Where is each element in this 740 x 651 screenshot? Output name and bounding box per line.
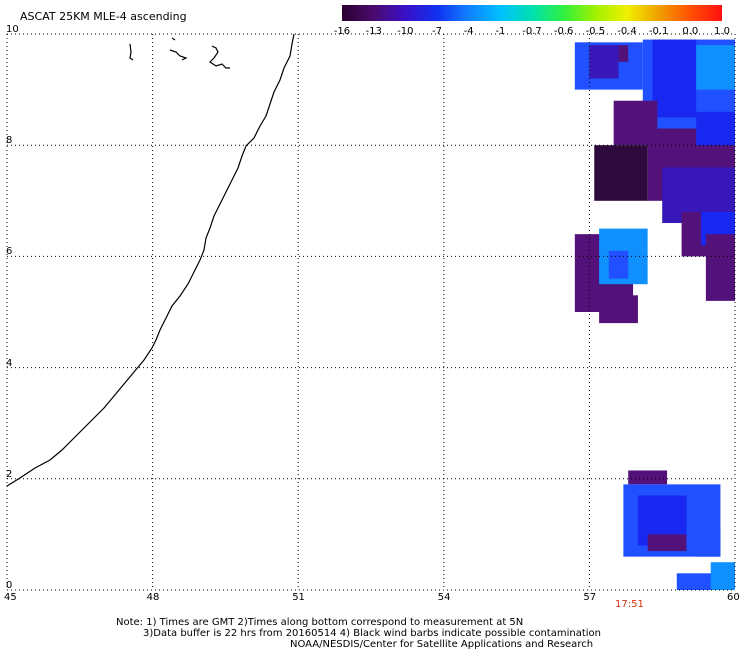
wind-cell: [710, 50, 735, 73]
grid-lines: [6, 33, 736, 591]
wind-cell: [599, 295, 638, 324]
wind-cell: [652, 39, 697, 118]
y-tick-label: 0: [6, 580, 13, 591]
coastline-main: [6, 33, 295, 487]
colorbar-label: -0.5: [585, 26, 606, 37]
colorbar-label: -0.1: [648, 26, 669, 37]
chart-title: ASCAT 25KM MLE-4 ascending: [20, 10, 187, 23]
note-line-2: 3)Data buffer is 22 hrs from 20160514 4)…: [143, 628, 601, 639]
note-line-1: Note: 1) Times are GMT 2)Times along bot…: [116, 617, 524, 628]
colorbar-label: -16: [333, 26, 351, 37]
x-tick-label: 54: [437, 592, 451, 603]
y-tick-label: 8: [6, 135, 13, 147]
colorbar-label: -10: [397, 26, 414, 37]
wind-cell: [696, 528, 721, 557]
colorbar-label: -4: [463, 26, 474, 37]
wind-cell: [696, 111, 735, 146]
colorbar-label: 1.0: [714, 26, 730, 37]
y-tick-label: 4: [6, 357, 13, 369]
wind-cell: [710, 562, 735, 590]
colorbar: [342, 5, 722, 21]
colorbar-label: 0.0: [682, 26, 699, 37]
colorbar-label: -0.6: [553, 26, 574, 37]
colorbar-label: -13: [365, 26, 382, 37]
wind-cell: [608, 250, 629, 279]
x-tick-label: 57: [583, 592, 597, 603]
colorbar-label: -7: [432, 26, 442, 37]
x-tick-label: 45: [4, 592, 17, 603]
wind-cell: [628, 470, 668, 485]
wind-cell: [589, 45, 619, 79]
colorbar-label: -0.4: [617, 26, 637, 37]
y-tick-label: 2: [6, 468, 13, 480]
wind-cell: [599, 156, 638, 196]
island-3: [209, 45, 230, 69]
wind-cell: [647, 534, 687, 552]
wind-cell: [705, 234, 735, 301]
wind-data-swaths: [574, 39, 735, 590]
y-tick-label: 6: [6, 246, 13, 258]
note-line-3: NOAA/NESDIS/Center for Satellite Applica…: [290, 639, 594, 650]
colorbar-label: -1: [495, 26, 506, 37]
colorbar-label: -0.7: [522, 26, 542, 37]
y-tick-label: 10: [6, 24, 19, 35]
time-label: 17:51: [615, 599, 644, 610]
coastline: [6, 33, 295, 487]
x-tick-label: 60: [727, 592, 740, 603]
wind-cell: [618, 45, 629, 62]
colorbar-gradient: [342, 5, 722, 21]
x-tick-label: 48: [146, 592, 160, 603]
island-1: [129, 43, 134, 61]
island-2: [169, 37, 188, 61]
x-tick-label: 51: [292, 592, 305, 603]
